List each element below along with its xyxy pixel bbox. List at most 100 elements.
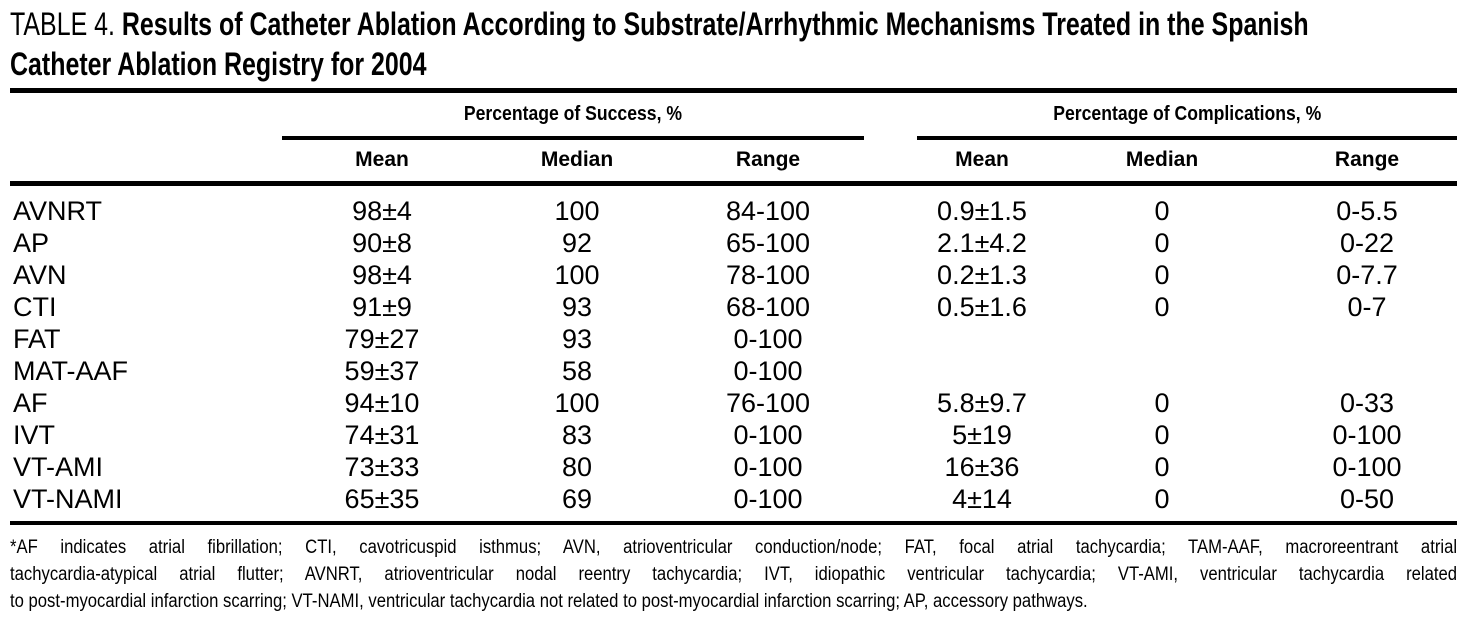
complications-median-header: Median — [1047, 137, 1277, 186]
complications-mean-value: 0.9±1.5 — [937, 196, 1027, 226]
complications-range-value — [1277, 355, 1457, 387]
complications-mean-value: 0.5±1.6 — [937, 292, 1027, 322]
success-range-value: 0-100 — [672, 483, 864, 525]
table-row: AVN 98±4 100 78-100 0.2±1.3 0 0-7.7 — [10, 259, 1457, 291]
empty-subheader-cell — [10, 137, 282, 186]
complications-median-value: 0 — [1154, 388, 1170, 418]
empty-header-cell — [10, 91, 282, 138]
success-range-value: 0-100 — [733, 420, 803, 450]
success-median-value: 83 — [561, 420, 593, 450]
table-footnote: *AF indicates atrial fibrillation; CTI, … — [10, 534, 1457, 615]
spacer-cell — [864, 355, 917, 387]
complications-median-value — [1047, 355, 1277, 387]
complications-range-value: 0-33 — [1339, 388, 1395, 418]
complications-mean-value — [917, 323, 1047, 355]
substrate-label: AVN — [13, 260, 67, 290]
success-mean-value: 91±9 — [352, 292, 412, 322]
column-group-header-row: Percentage of Success, % Percentage of C… — [10, 90, 1457, 140]
complications-group-label: Percentage of Complications, % — [1053, 102, 1321, 125]
success-mean-value: 65±35 — [282, 483, 482, 525]
complications-range-value: 0-7.7 — [1336, 260, 1398, 290]
complications-mean-value: 5.8±9.7 — [937, 388, 1027, 418]
complications-mean-value: 2.1±4.2 — [937, 228, 1027, 258]
complications-range-value: 0-100 — [1332, 452, 1402, 482]
complications-median-value: 0 — [1154, 196, 1170, 226]
success-range-value: 0-100 — [733, 452, 803, 482]
complications-median-value: 0 — [1154, 292, 1170, 322]
spacer-cell — [864, 483, 917, 525]
complications-median-value: 0 — [1154, 228, 1170, 258]
spacer-cell — [864, 291, 917, 323]
spacer-cell — [864, 451, 917, 483]
complications-mean-value: 16±36 — [944, 452, 1020, 482]
complications-median-value — [1047, 323, 1277, 355]
complications-median-value: 0 — [1154, 452, 1170, 482]
substrate-label: AVNRT — [13, 196, 103, 226]
success-range-value: 68-100 — [725, 292, 811, 322]
substrate-label: VT-NAMI — [10, 483, 282, 525]
substrate-label: AF — [13, 388, 48, 418]
success-range-value: 0-100 — [733, 324, 803, 354]
complications-group-header: Percentage of Complications, % — [917, 90, 1457, 140]
success-mean-value: 90±8 — [352, 228, 412, 258]
footnote-line-1: *AF indicates atrial fibrillation; CTI, … — [10, 537, 1458, 558]
complications-mean-value: 4±14 — [917, 483, 1047, 525]
success-range-value: 78-100 — [725, 260, 811, 290]
complications-range-value: 0-22 — [1339, 228, 1395, 258]
table-number-label: TABLE 4. — [10, 6, 115, 42]
table-row: VT-AMI 73±33 80 0-100 16±36 0 0-100 — [10, 451, 1457, 483]
success-mean-value: 73±33 — [344, 452, 420, 482]
success-median-value: 100 — [554, 196, 600, 226]
complications-mean-value: 5±19 — [952, 420, 1012, 450]
spacer-cell — [864, 419, 917, 451]
complications-median-value: 0 — [1154, 260, 1170, 290]
substrate-label: VT-AMI — [13, 452, 104, 482]
success-range-value: 0-100 — [733, 356, 803, 386]
success-range-value: 65-100 — [725, 228, 811, 258]
success-median-value: 92 — [561, 228, 593, 258]
complications-mean-header: Mean — [917, 137, 1047, 186]
substrate-label: AP — [13, 228, 50, 258]
success-mean-value: 59±37 — [344, 356, 420, 386]
table-row: FAT 79±27 93 0-100 — [10, 323, 1457, 355]
table-row: IVT 74±31 83 0-100 5±19 0 0-100 — [10, 419, 1457, 451]
complications-range-value: 0-100 — [1332, 420, 1402, 450]
success-group-header: Percentage of Success, % — [282, 90, 864, 140]
success-range-value: 76-100 — [725, 388, 811, 418]
sub-header-row: Mean Median Range Mean Median Range — [10, 137, 1457, 186]
spacer-cell — [864, 387, 917, 419]
substrate-label: FAT — [13, 324, 61, 354]
complications-median-value: 0 — [1047, 483, 1277, 525]
success-mean-value: 98±4 — [352, 260, 412, 290]
complications-median-value: 0 — [1154, 420, 1170, 450]
success-mean-value: 94±10 — [344, 388, 420, 418]
success-median-value: 80 — [561, 452, 593, 482]
table-row: AVNRT 98±4 100 84-100 0.9±1.5 0 0-5.5 — [10, 184, 1457, 228]
caption-text-line-2: Catheter Ablation Registry for 2004 — [10, 46, 427, 82]
success-median-header: Median — [482, 137, 672, 186]
success-median-value: 93 — [561, 324, 593, 354]
substrate-label: MAT-AAF — [13, 356, 129, 386]
complications-mean-value — [917, 355, 1047, 387]
success-median-value: 58 — [561, 356, 593, 386]
footnote-line-2: tachycardia-atypical atrial flutter; AVN… — [10, 564, 1458, 585]
complications-range-value: 0-50 — [1277, 483, 1457, 525]
complications-range-value — [1277, 323, 1457, 355]
spacer-subheader-cell — [864, 137, 917, 186]
success-median-value: 100 — [554, 260, 600, 290]
success-mean-value: 74±31 — [344, 420, 420, 450]
group-spacer-cell — [864, 91, 917, 138]
table-row: CTI 91±9 93 68-100 0.5±1.6 0 0-7 — [10, 291, 1457, 323]
spacer-cell — [864, 227, 917, 259]
success-range-value: 84-100 — [725, 196, 811, 226]
substrate-label: CTI — [13, 292, 57, 322]
results-table: Percentage of Success, % Percentage of C… — [10, 88, 1457, 525]
footnote-line-3: to post-myocardial infarction scarring; … — [10, 591, 1088, 612]
success-range-header: Range — [672, 137, 864, 186]
table-row: AF 94±10 100 76-100 5.8±9.7 0 0-33 — [10, 387, 1457, 419]
table-caption: TABLE 4. Results of Catheter Ablation Ac… — [0, 0, 1475, 84]
caption-text-line-1: Results of Catheter Ablation According t… — [121, 6, 1309, 42]
spacer-cell — [864, 323, 917, 355]
substrate-label: IVT — [13, 420, 56, 450]
